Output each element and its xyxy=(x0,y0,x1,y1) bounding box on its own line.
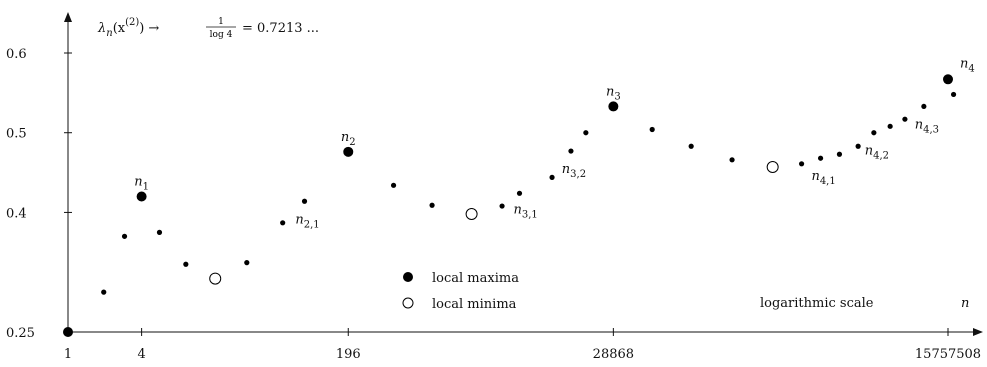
data-point xyxy=(244,260,250,266)
y-tick-label: 0.5 xyxy=(6,127,27,142)
local-maximum-point xyxy=(608,101,619,112)
data-point xyxy=(280,220,286,226)
point-label-n-2-1: n2,1 xyxy=(295,212,319,230)
y-tick-label: 0.4 xyxy=(6,206,27,221)
x-axis-arrowhead xyxy=(973,328,983,336)
data-point xyxy=(390,182,397,188)
data-point xyxy=(101,289,107,295)
data-point xyxy=(836,151,843,157)
data-point xyxy=(156,229,163,235)
point-label-n-1: n1 xyxy=(134,174,149,192)
x-tick-label: 4 xyxy=(137,347,145,362)
data-point xyxy=(301,198,308,204)
y-tick-label: 0.6 xyxy=(6,47,27,62)
data-point xyxy=(855,143,861,149)
data-point xyxy=(817,155,824,161)
data-point xyxy=(568,148,574,154)
x-tick-label: 15757508 xyxy=(915,347,981,362)
data-point xyxy=(688,143,694,149)
point-label-n-4-2: n4,2 xyxy=(865,144,889,162)
local-maximum-point xyxy=(63,327,73,337)
data-point xyxy=(183,261,189,267)
data-point xyxy=(499,203,505,209)
formula-fraction-denominator: log 4 xyxy=(210,30,233,40)
data-point xyxy=(429,202,435,208)
data-point xyxy=(649,126,655,133)
data-point xyxy=(798,161,805,167)
local-maximum-point xyxy=(943,74,953,85)
local-minimum-point xyxy=(465,208,478,221)
point-label-n-3-2: n3,2 xyxy=(562,162,586,180)
y-tick-label: 0.25 xyxy=(6,326,35,341)
data-point xyxy=(871,130,877,136)
formula-text: λn(x(2)) → xyxy=(97,17,159,39)
data-point xyxy=(121,233,128,239)
x-tick-label: 196 xyxy=(336,347,361,362)
point-label-n-4-3: n4,3 xyxy=(915,117,939,135)
local-minimum-point xyxy=(766,160,779,173)
data-point xyxy=(887,123,893,129)
data-point xyxy=(516,190,523,196)
scale-note: logarithmic scale xyxy=(760,296,874,311)
legend-min-label: local minima xyxy=(432,297,517,312)
formula-fraction-numerator: 1 xyxy=(218,17,224,27)
legend-min-marker xyxy=(402,297,414,309)
axis-ticks: 1 4 196 28868 15757508 0.25 0.4 0.5 0.6 xyxy=(6,47,981,362)
local-minimum-point xyxy=(209,272,222,285)
x-axis-label: n xyxy=(961,296,969,311)
local-maximum-point xyxy=(136,191,147,202)
formula-rhs: = 0.7213 ... xyxy=(242,21,319,36)
data-point xyxy=(729,157,735,163)
point-labels: n1 n2 n3 n4 n2,1 n3,1 n3,2 n4,1 n4,2 n4,3 xyxy=(134,56,975,230)
data-point xyxy=(583,130,589,136)
point-label-n-3-1: n3,1 xyxy=(514,202,538,220)
data-point xyxy=(950,91,957,98)
point-label-n-3: n3 xyxy=(606,84,621,102)
data-point xyxy=(921,103,927,110)
x-tick-label: 1 xyxy=(64,347,72,362)
x-tick-label: 28868 xyxy=(593,347,634,362)
local-maximum-point xyxy=(343,146,354,157)
legend-max-label: local maxima xyxy=(432,271,519,286)
data-point xyxy=(902,116,908,122)
axes xyxy=(64,12,983,336)
legend-max-marker xyxy=(403,272,413,282)
point-label-n-2: n2 xyxy=(341,130,356,148)
point-label-n-4-1: n4,1 xyxy=(811,169,835,187)
y-axis-arrowhead xyxy=(64,12,72,22)
data-points xyxy=(63,74,957,337)
data-point xyxy=(549,174,555,180)
point-label-n-4: n4 xyxy=(960,56,975,74)
